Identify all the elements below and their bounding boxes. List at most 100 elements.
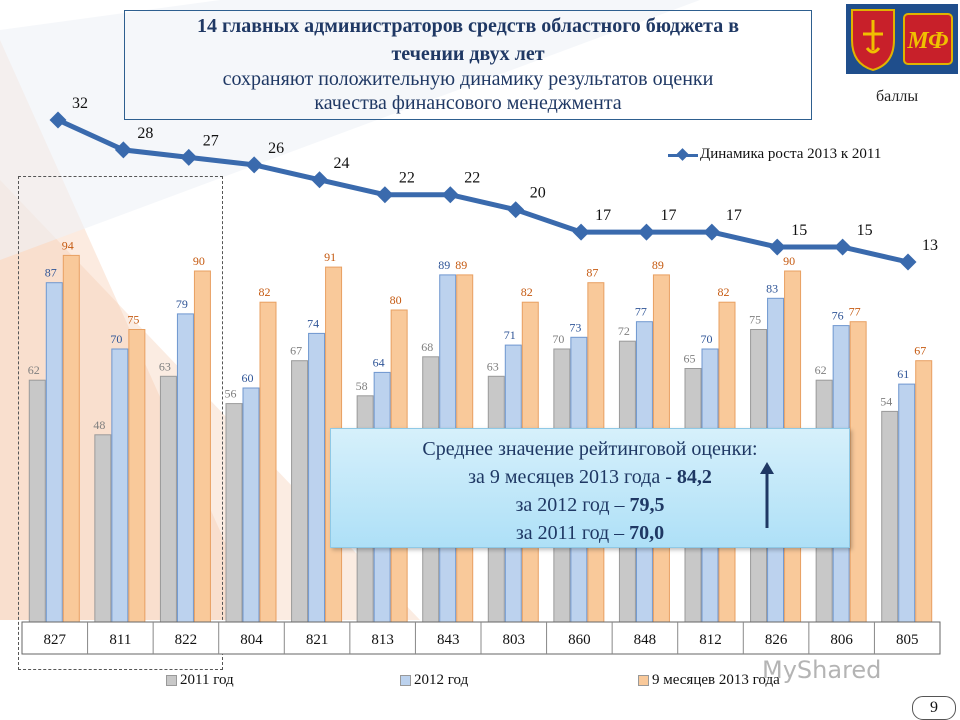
bar-value-label: 70	[701, 332, 713, 346]
up-arrow-icon	[760, 462, 774, 528]
category-label: 848	[634, 632, 657, 648]
category-label: 804	[240, 632, 263, 648]
category-label: 821	[306, 632, 329, 648]
bar-2012-827	[45, 282, 63, 623]
bar-value-label: 89	[652, 258, 664, 272]
bar-value-label: 70	[552, 332, 564, 346]
bar-value-label: 75	[127, 313, 139, 327]
bar-2013-806	[849, 321, 867, 623]
growth-line-label: 27	[203, 132, 219, 149]
bar-2011-821	[291, 360, 309, 623]
bar-value-label: 76	[832, 309, 844, 323]
legend-swatch-2012	[400, 675, 411, 686]
line-legend-marker	[668, 148, 698, 162]
bar-value-label: 80	[390, 293, 402, 307]
growth-line-point	[507, 201, 525, 219]
growth-line-point	[245, 156, 263, 174]
bar-2011-822	[159, 375, 177, 623]
category-label: 826	[765, 632, 788, 648]
category-label: 806	[830, 632, 853, 648]
bar-2012-805	[898, 383, 916, 623]
bar-value-label: 58	[356, 379, 368, 393]
bar-value-label: 63	[159, 359, 171, 373]
bar-legend: 2011 год 2012 год 9 месяцев 2013 года	[0, 672, 960, 694]
growth-line-point	[441, 186, 459, 204]
watermark: MyShared	[762, 656, 882, 684]
category-label: 812	[699, 632, 722, 648]
bar-2012-804	[242, 387, 260, 623]
growth-line-point	[899, 253, 917, 271]
line-legend: Динамика роста 2013 к 2011	[668, 146, 881, 163]
legend-item-2011: 2011 год	[166, 672, 234, 689]
category-label: 822	[175, 632, 198, 648]
title-line-1: 14 главных администраторов средств облас…	[196, 15, 740, 37]
bar-value-label: 60	[242, 371, 254, 385]
bar-value-label: 75	[749, 313, 761, 327]
title-box: 14 главных администраторов средств облас…	[124, 10, 812, 120]
growth-line	[56, 117, 909, 265]
growth-line-point	[572, 223, 590, 241]
bar-value-label: 82	[718, 285, 730, 299]
growth-line-point	[180, 148, 198, 166]
bar-value-label: 70	[110, 332, 122, 346]
growth-line-label: 17	[726, 207, 742, 224]
growth-line-label: 28	[137, 125, 153, 142]
growth-line-point	[376, 186, 394, 204]
bar-value-label: 77	[635, 305, 647, 319]
category-label: 805	[896, 632, 919, 648]
growth-line-label: 32	[72, 95, 88, 112]
bar-value-label: 82	[259, 285, 271, 299]
line-legend-label: Динамика роста 2013 к 2011	[700, 146, 882, 162]
bar-value-label: 56	[225, 387, 237, 401]
bar-value-label: 89	[455, 258, 467, 272]
bar-value-label: 74	[307, 316, 319, 330]
legend-swatch-2013	[638, 675, 649, 686]
bar-value-label: 83	[766, 281, 778, 295]
growth-line-label: 17	[660, 207, 676, 224]
bar-2013-811	[128, 329, 146, 623]
bar-value-label: 64	[373, 355, 385, 369]
legend-item-2012: 2012 год	[400, 672, 468, 689]
average-2011-value: 70,0	[629, 522, 665, 544]
category-label: 843	[437, 632, 460, 648]
category-label: 803	[503, 632, 526, 648]
category-label: 813	[371, 632, 394, 648]
category-label: 860	[568, 632, 591, 648]
svg-text:МФ: МФ	[906, 28, 948, 54]
bar-value-label: 48	[93, 418, 105, 432]
growth-line-label: 22	[399, 170, 415, 187]
bar-2012-822	[176, 313, 194, 623]
growth-line-point	[834, 238, 852, 256]
bar-value-label: 77	[849, 305, 861, 319]
bar-value-label: 72	[618, 324, 630, 338]
growth-line-point	[637, 223, 655, 241]
bar-value-label: 68	[421, 340, 433, 354]
bar-2011-804	[225, 403, 243, 623]
bar-value-label: 63	[487, 359, 499, 373]
title-line-4: качества финансового менеджмента	[314, 92, 622, 114]
growth-line-point	[49, 111, 67, 129]
bar-value-label: 94	[62, 238, 74, 252]
bar-2013-822	[193, 270, 211, 623]
growth-line-label: 20	[530, 185, 546, 202]
bar-value-label: 54	[880, 394, 892, 408]
bar-value-label: 90	[783, 254, 795, 268]
average-2012-value: 79,5	[629, 494, 665, 516]
growth-line-point	[768, 238, 786, 256]
region-coat-of-arms-icon: МФ	[846, 4, 958, 74]
bar-2012-811	[111, 348, 129, 623]
growth-line-label: 15	[857, 222, 873, 239]
growth-line-label: 13	[922, 237, 938, 254]
average-2011: за 2011 год – 70,0	[515, 522, 665, 544]
bar-value-label: 65	[684, 352, 696, 366]
average-2012: за 2012 год – 79,5	[515, 494, 665, 516]
bar-2012-821	[308, 332, 326, 623]
bar-value-label: 62	[815, 363, 827, 377]
growth-line-label: 24	[334, 155, 350, 172]
title-line-3: сохраняют положительную динамику результ…	[222, 68, 714, 90]
bar-2013-827	[62, 254, 80, 623]
bar-2011-805	[881, 410, 899, 623]
average-2013: за 9 месяцев 2013 года - 84,2	[468, 466, 712, 488]
bar-value-label: 73	[569, 320, 581, 334]
bar-value-label: 61	[897, 367, 909, 381]
